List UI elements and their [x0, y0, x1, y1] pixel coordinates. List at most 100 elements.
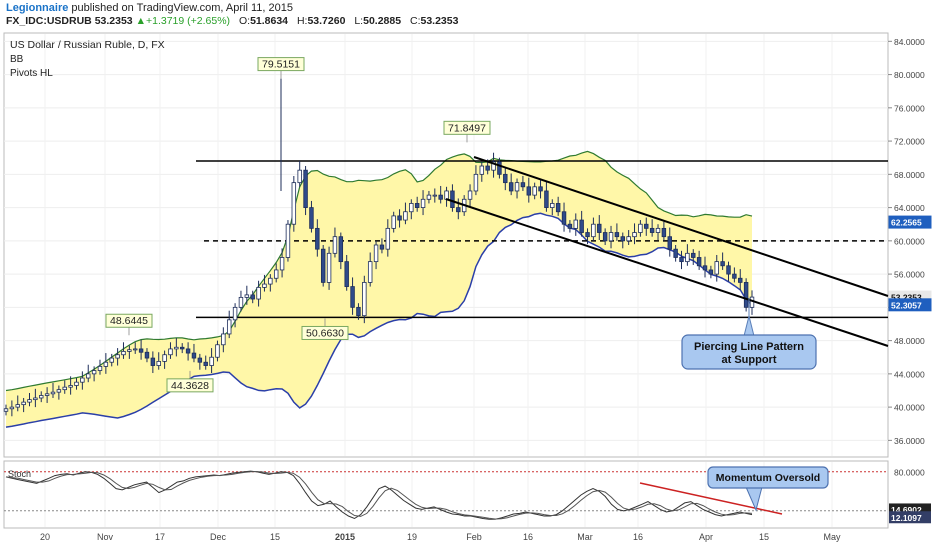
- candle[interactable]: [597, 215, 602, 241]
- candle[interactable]: [456, 198, 461, 220]
- candle[interactable]: [367, 252, 373, 287]
- candle[interactable]: [109, 353, 114, 367]
- band-lower-tag[interactable]: 52.3057: [888, 298, 932, 312]
- candle[interactable]: [121, 342, 126, 359]
- candle[interactable]: [608, 225, 614, 249]
- channel-lower-line[interactable]: [445, 198, 889, 347]
- candle[interactable]: [162, 350, 167, 369]
- channel-upper-line[interactable]: [473, 156, 889, 297]
- support-resistance-lines[interactable]: [196, 160, 888, 319]
- trend-channel[interactable]: [445, 156, 889, 347]
- candle[interactable]: [585, 228, 590, 245]
- candle[interactable]: [450, 184, 455, 212]
- candle[interactable]: [673, 245, 678, 262]
- candle[interactable]: [250, 290, 255, 304]
- candle[interactable]: [33, 388, 38, 408]
- candle[interactable]: [315, 219, 320, 257]
- candle[interactable]: [221, 327, 226, 353]
- candle[interactable]: [667, 227, 672, 257]
- candle[interactable]: [538, 180, 543, 199]
- candle[interactable]: [91, 366, 97, 382]
- candle[interactable]: [303, 166, 308, 216]
- candle[interactable]: [591, 217, 596, 241]
- candle[interactable]: [291, 175, 297, 232]
- candle[interactable]: [191, 343, 197, 363]
- candle[interactable]: [438, 185, 443, 204]
- candle[interactable]: [226, 310, 232, 339]
- candle[interactable]: [9, 400, 15, 417]
- time-axis[interactable]: 20 Nov 17 Dec 15 2015 19 Feb 16 Mar 16 Apr 15 May: [40, 532, 841, 542]
- candle[interactable]: [156, 352, 161, 370]
- candle[interactable]: [362, 275, 367, 324]
- candle[interactable]: [503, 167, 508, 191]
- candle[interactable]: [409, 199, 414, 220]
- candle[interactable]: [567, 220, 573, 233]
- candle[interactable]: [544, 181, 549, 212]
- candle[interactable]: [720, 252, 725, 270]
- author-link[interactable]: Legionnaire: [6, 2, 69, 14]
- candle[interactable]: [168, 342, 173, 359]
- candle[interactable]: [679, 250, 684, 270]
- candle[interactable]: [15, 395, 20, 412]
- candle[interactable]: [561, 202, 567, 232]
- candle[interactable]: [403, 202, 408, 225]
- candle[interactable]: [244, 285, 250, 305]
- candle[interactable]: [97, 359, 103, 375]
- candle[interactable]: [632, 223, 637, 245]
- candle[interactable]: [644, 217, 649, 236]
- candle[interactable]: [332, 227, 338, 258]
- candle[interactable]: [497, 157, 502, 179]
- candle[interactable]: [320, 245, 326, 287]
- candle[interactable]: [473, 165, 479, 196]
- candle[interactable]: [209, 348, 214, 374]
- candle[interactable]: [297, 161, 302, 187]
- candle[interactable]: [262, 274, 267, 292]
- candle[interactable]: [326, 246, 332, 290]
- band-upper-tag[interactable]: 62.2565: [888, 215, 932, 229]
- candle[interactable]: [726, 261, 731, 282]
- candle[interactable]: [491, 152, 496, 178]
- candle[interactable]: [338, 232, 344, 270]
- candle[interactable]: [174, 338, 179, 357]
- candle[interactable]: [579, 210, 584, 237]
- candle[interactable]: [350, 277, 355, 315]
- candle[interactable]: [56, 385, 62, 400]
- candle[interactable]: [661, 221, 667, 241]
- candle[interactable]: [385, 219, 391, 257]
- momentum-callout[interactable]: Momentum Oversold: [707, 466, 829, 512]
- candle[interactable]: [638, 220, 643, 237]
- pivots-indicator-label[interactable]: Pivots HL: [10, 68, 53, 79]
- candle[interactable]: [573, 213, 579, 236]
- candle[interactable]: [21, 397, 26, 413]
- candle[interactable]: [344, 254, 349, 291]
- candle[interactable]: [532, 182, 537, 200]
- candle[interactable]: [203, 355, 208, 370]
- candle[interactable]: [238, 290, 244, 312]
- candle[interactable]: [420, 190, 426, 216]
- candle[interactable]: [520, 175, 526, 191]
- candle[interactable]: [426, 190, 432, 204]
- candle[interactable]: [550, 199, 555, 216]
- candle[interactable]: [691, 249, 696, 265]
- candle[interactable]: [273, 263, 279, 283]
- candle[interactable]: [555, 196, 561, 216]
- candle[interactable]: [256, 280, 261, 307]
- stoch-d-tag[interactable]: 12.1097: [889, 511, 931, 524]
- candle[interactable]: [649, 219, 655, 237]
- candle[interactable]: [732, 267, 737, 283]
- candle[interactable]: [743, 278, 749, 312]
- candle[interactable]: [356, 303, 361, 320]
- candle[interactable]: [526, 177, 532, 203]
- candle[interactable]: [3, 404, 9, 416]
- candle[interactable]: [714, 254, 719, 282]
- candle[interactable]: [279, 248, 285, 278]
- piercing-line-callout[interactable]: Piercing Line Pattern at Support: [681, 298, 817, 370]
- candle[interactable]: [614, 223, 620, 241]
- candle[interactable]: [391, 211, 396, 233]
- candle[interactable]: [685, 244, 690, 266]
- candle[interactable]: [197, 353, 203, 370]
- candle[interactable]: [86, 364, 91, 383]
- candle[interactable]: [127, 345, 132, 359]
- candle[interactable]: [285, 220, 291, 262]
